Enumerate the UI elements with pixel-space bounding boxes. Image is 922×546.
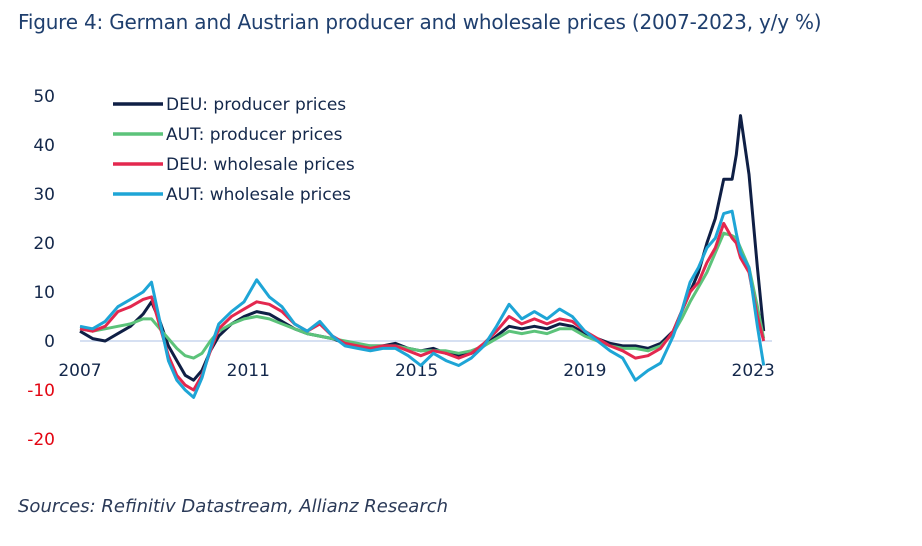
y-tick-label: 0: [44, 332, 55, 352]
x-tick-label: 2007: [58, 361, 101, 381]
legend-label: DEU: producer prices: [166, 95, 346, 115]
y-tick-label: -20: [27, 430, 55, 450]
chart-title: Figure 4: German and Austrian producer a…: [18, 10, 822, 34]
x-axis-ticks: 2007 2011 2015 2019 2023: [58, 361, 774, 381]
x-tick-label: 2019: [563, 361, 606, 381]
legend: DEU: producer prices AUT: producer prices…: [113, 95, 355, 205]
y-tick-label: -10: [27, 381, 55, 401]
y-axis-ticks: 50 40 30 20 10 0 -10 -20: [27, 87, 55, 450]
y-tick-label: 10: [33, 283, 55, 303]
x-tick-label: 2023: [732, 361, 775, 381]
y-tick-label: 20: [33, 234, 55, 254]
series-line-aut-wholesale-prices: [79, 209, 766, 399]
y-tick-label: 50: [33, 87, 55, 107]
x-tick-label: 2015: [395, 361, 438, 381]
y-tick-label: 30: [33, 185, 55, 205]
series-line-aut-producer-prices: [79, 231, 766, 360]
series-lines: [79, 114, 766, 399]
legend-label: AUT: wholesale prices: [166, 185, 351, 205]
y-tick-label: 40: [33, 136, 55, 156]
legend-label: AUT: producer prices: [166, 125, 343, 145]
source-note: Sources: Refinitiv Datastream, Allianz R…: [18, 496, 449, 517]
x-tick-label: 2011: [227, 361, 270, 381]
series-line-deu-wholesale-prices: [79, 221, 766, 392]
legend-label: DEU: wholesale prices: [166, 155, 355, 175]
